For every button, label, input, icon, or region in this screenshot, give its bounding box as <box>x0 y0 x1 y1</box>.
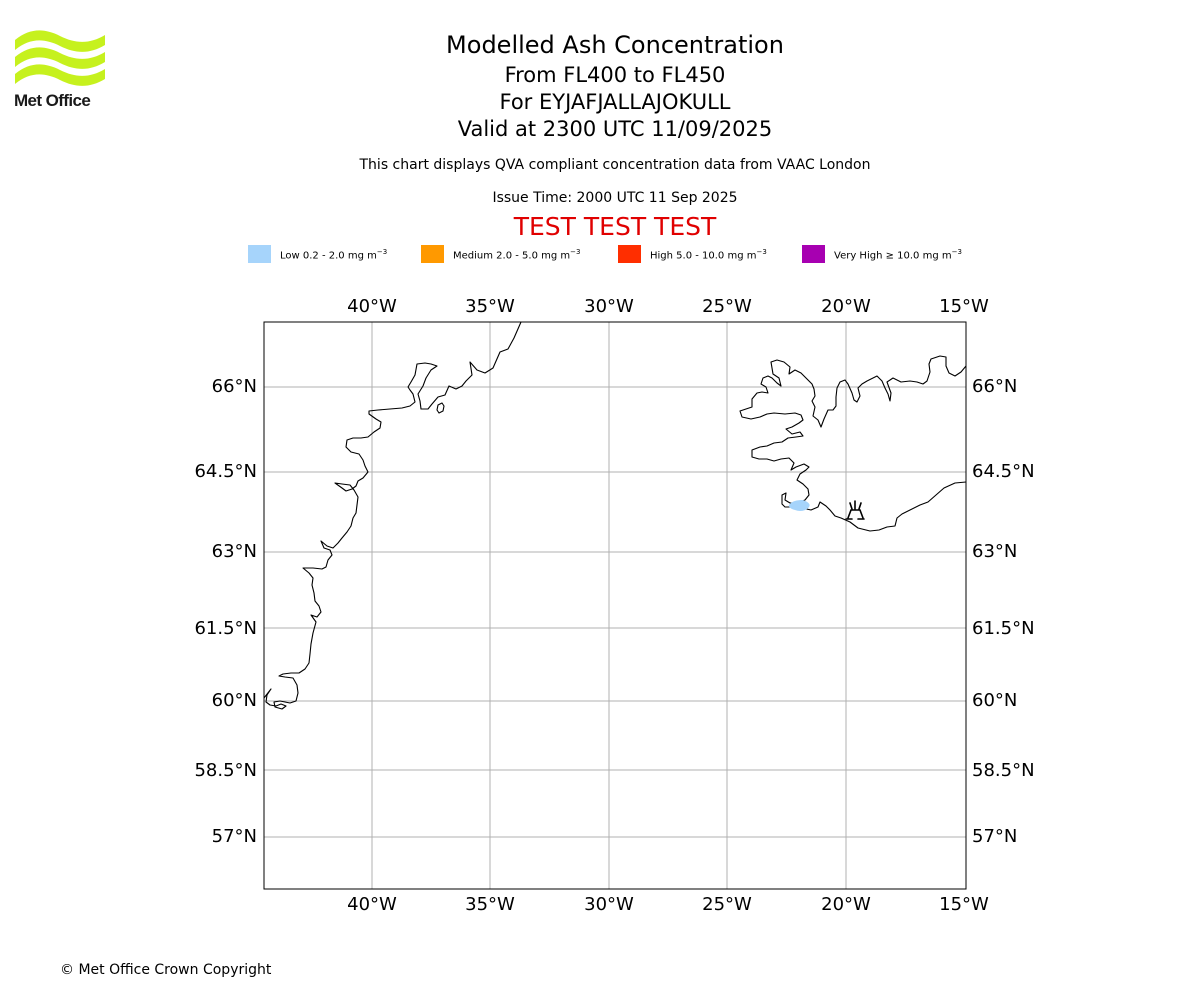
lat-label-right: 64.5°N <box>972 461 1035 482</box>
lon-label-top: 25°W <box>702 296 752 317</box>
copyright-notice: © Met Office Crown Copyright <box>60 962 272 978</box>
legend-label-very-high: Very High ≥ 10.0 mg m−3 <box>834 248 962 262</box>
lat-label-left: 63°N <box>212 541 257 562</box>
lat-label-right: 66°N <box>972 376 1017 397</box>
lon-label-top: 20°W <box>821 296 871 317</box>
chart-title: Modelled Ash Concentration <box>446 31 784 59</box>
legend-swatch-high <box>618 245 641 263</box>
issue-time: Issue Time: 2000 UTC 11 Sep 2025 <box>492 190 738 206</box>
lat-label-right: 57°N <box>972 826 1017 847</box>
lat-label-left: 60°N <box>212 690 257 711</box>
lon-labels-top: 40°W 35°W 30°W 25°W 20°W 15°W <box>347 296 989 317</box>
lat-label-left: 61.5°N <box>194 618 257 639</box>
logo-waves <box>15 30 105 86</box>
lon-label-top: 15°W <box>939 296 989 317</box>
valid-time: Valid at 2300 UTC 11/09/2025 <box>457 117 773 141</box>
legend-swatch-low <box>248 245 271 263</box>
iceland-coastline <box>739 355 967 532</box>
lon-label-top: 40°W <box>347 296 397 317</box>
lon-label-top: 30°W <box>584 296 634 317</box>
logo-wordmark: Met Office <box>14 91 91 110</box>
flight-level-range: From FL400 to FL450 <box>504 63 726 87</box>
lon-label-bottom: 25°W <box>702 894 752 915</box>
met-office-logo <box>15 30 105 86</box>
lon-label-bottom: 30°W <box>584 894 634 915</box>
legend-label-low: Low 0.2 - 2.0 mg m−3 <box>280 248 388 262</box>
lon-label-top: 35°W <box>465 296 515 317</box>
lat-label-left: 64.5°N <box>194 461 257 482</box>
lat-labels-right: 66°N 64.5°N 63°N 61.5°N 60°N 58.5°N 57°N <box>972 376 1035 847</box>
lat-label-right: 60°N <box>972 690 1017 711</box>
greenland-coastline <box>263 321 522 710</box>
legend-swatch-medium <box>421 245 444 263</box>
ash-concentration-areas <box>788 500 810 511</box>
chart-description: This chart displays QVA compliant concen… <box>359 157 871 173</box>
map-gridlines <box>264 322 966 889</box>
legend-swatch-very-high <box>802 245 825 263</box>
volcano-icon <box>845 500 865 520</box>
volcano-name: For EYJAFJALLAJOKULL <box>499 90 731 114</box>
map-frame <box>263 321 967 890</box>
lon-label-bottom: 20°W <box>821 894 871 915</box>
legend-label-high: High 5.0 - 10.0 mg m−3 <box>650 248 767 262</box>
lon-labels-bottom: 40°W 35°W 30°W 25°W 20°W 15°W <box>347 894 989 915</box>
lat-label-left: 57°N <box>212 826 257 847</box>
lat-label-right: 58.5°N <box>972 760 1035 781</box>
lat-label-right: 63°N <box>972 541 1017 562</box>
lat-label-left: 66°N <box>212 376 257 397</box>
legend-label-medium: Medium 2.0 - 5.0 mg m−3 <box>453 248 581 262</box>
coastlines <box>263 321 967 710</box>
lon-label-bottom: 15°W <box>939 894 989 915</box>
lat-labels-left: 66°N 64.5°N 63°N 61.5°N 60°N 58.5°N 57°N <box>194 376 257 847</box>
ash-area-low <box>788 500 810 511</box>
greenland-small-island <box>436 402 445 414</box>
lon-label-bottom: 40°W <box>347 894 397 915</box>
lat-label-right: 61.5°N <box>972 618 1035 639</box>
lat-label-left: 58.5°N <box>194 760 257 781</box>
lon-label-bottom: 35°W <box>465 894 515 915</box>
test-banner: TEST TEST TEST <box>513 212 717 241</box>
chart-title-block: Modelled Ash Concentration From FL400 to… <box>315 28 915 143</box>
